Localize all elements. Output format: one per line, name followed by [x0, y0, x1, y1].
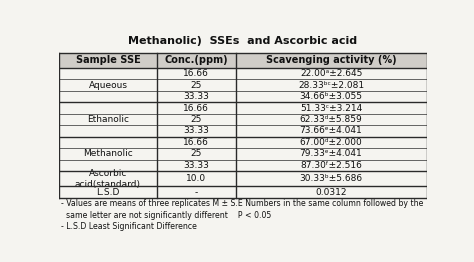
- Text: Scavenging activity (%): Scavenging activity (%): [266, 55, 396, 65]
- Text: 16.66: 16.66: [183, 138, 209, 147]
- Text: 0.0312: 0.0312: [315, 188, 347, 196]
- Text: 25: 25: [191, 80, 202, 90]
- Bar: [156, 53, 236, 68]
- Text: 16.66: 16.66: [183, 103, 209, 112]
- Text: Methanolic)  SSEs  and Ascorbic acid: Methanolic) SSEs and Ascorbic acid: [128, 36, 357, 46]
- Text: 73.66ᵉ±4.041: 73.66ᵉ±4.041: [300, 127, 363, 135]
- Text: Conc.(ppm): Conc.(ppm): [164, 55, 228, 65]
- Text: Methanolic: Methanolic: [83, 150, 133, 159]
- Text: Ethanolic: Ethanolic: [87, 115, 129, 124]
- Text: 25: 25: [191, 115, 202, 124]
- Text: 33.33: 33.33: [183, 161, 209, 170]
- Bar: [59, 53, 156, 68]
- Text: L.S.D: L.S.D: [96, 188, 119, 196]
- Text: 33.33: 33.33: [183, 127, 209, 135]
- Text: 51.33ᶜ±3.214: 51.33ᶜ±3.214: [300, 103, 362, 112]
- Text: 28.33ᵇᶜ±2.081: 28.33ᵇᶜ±2.081: [298, 80, 364, 90]
- Text: 30.33ᵇ±5.686: 30.33ᵇ±5.686: [300, 174, 363, 183]
- Text: 33.33: 33.33: [183, 92, 209, 101]
- Text: Ascorbic
acid(standard): Ascorbic acid(standard): [75, 169, 141, 189]
- Bar: [236, 53, 427, 68]
- Text: 87.30ᶠ±2.516: 87.30ᶠ±2.516: [300, 161, 362, 170]
- Text: - L.S.D Least Significant Difference: - L.S.D Least Significant Difference: [61, 222, 197, 231]
- Text: 10.0: 10.0: [186, 174, 206, 183]
- Text: -: -: [194, 188, 198, 196]
- Text: 67.00ᵈ±2.000: 67.00ᵈ±2.000: [300, 138, 363, 147]
- Text: same letter are not significantly different    P < 0.05: same letter are not significantly differ…: [61, 211, 271, 220]
- Text: 25: 25: [191, 150, 202, 159]
- Text: 79.33ᵉ±4.041: 79.33ᵉ±4.041: [300, 150, 363, 159]
- Text: 16.66: 16.66: [183, 69, 209, 78]
- Text: 62.33ᵈ±5.859: 62.33ᵈ±5.859: [300, 115, 363, 124]
- Text: 34.66ᵇ±3.055: 34.66ᵇ±3.055: [300, 92, 363, 101]
- Text: 22.00ᵃ±2.645: 22.00ᵃ±2.645: [300, 69, 362, 78]
- Text: - Values are means of three replicates M ± S.E Numbers in the same column follow: - Values are means of three replicates M…: [61, 199, 423, 208]
- Text: Aqueous: Aqueous: [89, 80, 128, 90]
- Text: Sample SSE: Sample SSE: [75, 55, 140, 65]
